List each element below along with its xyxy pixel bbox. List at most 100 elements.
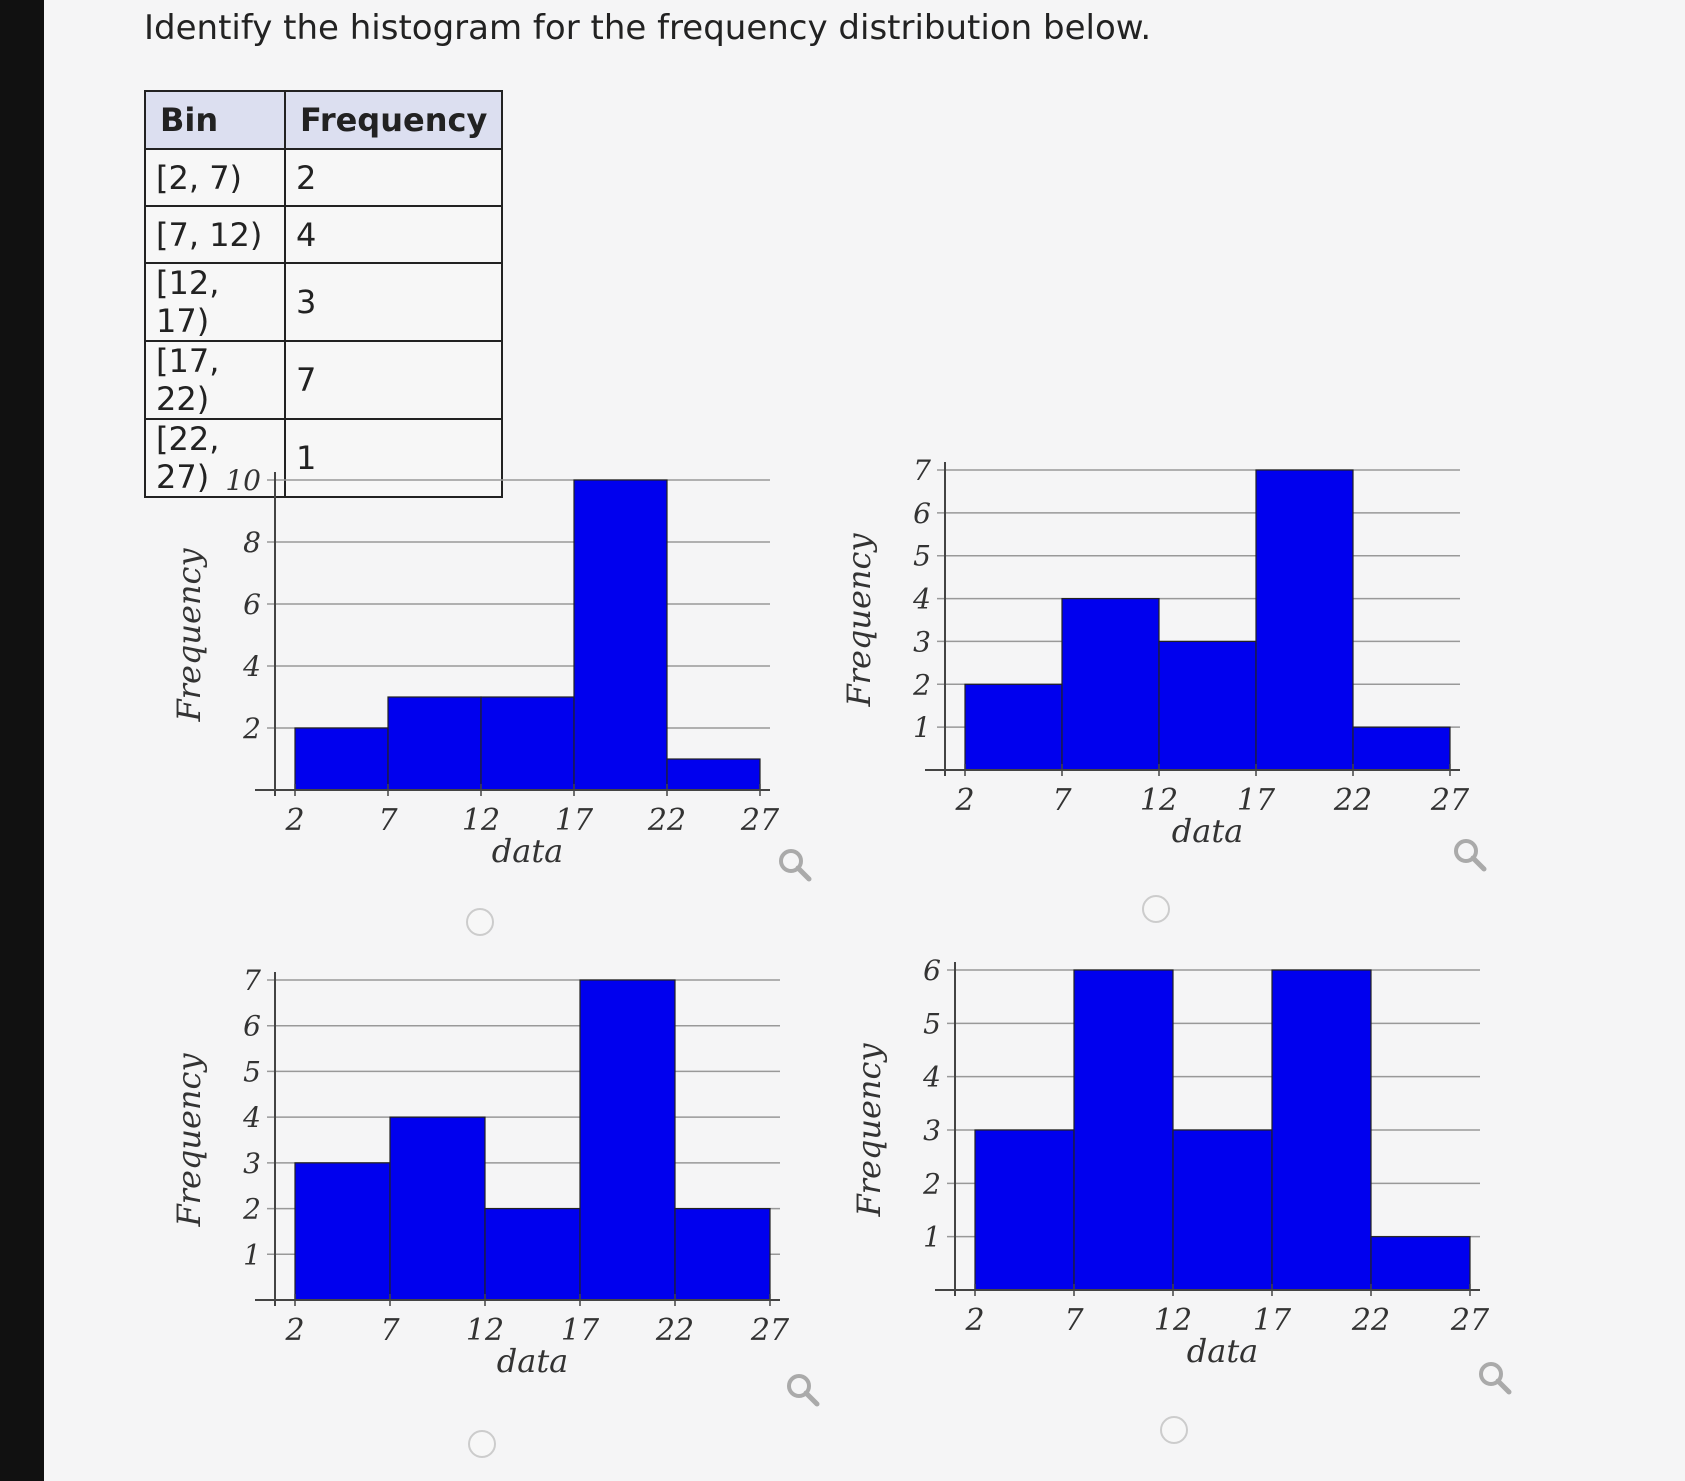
- x-tick-label: 27: [1450, 1303, 1490, 1338]
- histogram-bar: [1255, 469, 1354, 771]
- y-axis-label: Frequency: [170, 548, 208, 723]
- histogram-bar: [964, 683, 1063, 771]
- x-tick-label: 2: [954, 783, 974, 818]
- x-tick-label: 27: [1430, 783, 1470, 818]
- frequency-cell: 1: [283, 418, 504, 498]
- y-tick-label: 4: [922, 1061, 941, 1094]
- table-header-row: Bin Frequency: [144, 90, 504, 150]
- y-tick-label: 4: [912, 583, 931, 616]
- table-row: [7, 12) 4: [144, 205, 504, 264]
- x-tick-label: 7: [1064, 1303, 1084, 1338]
- y-tick-label: 2: [912, 668, 931, 701]
- y-tick-label: 5: [913, 540, 931, 573]
- y-tick-label: 7: [913, 454, 931, 487]
- y-tick-label: 3: [913, 625, 931, 658]
- y-tick-label: 2: [242, 1193, 261, 1226]
- histogram-bar: [974, 1129, 1075, 1291]
- x-tick-label: 22: [655, 1313, 694, 1348]
- bin-cell: [22, 27): [144, 418, 286, 498]
- y-axis-label: Frequency: [840, 533, 878, 708]
- y-tick-label: 5: [923, 1007, 941, 1040]
- frequency-table: Bin Frequency [2, 7) 2 [7, 12) 4 [12, 17…: [144, 90, 504, 498]
- histogram-bar: [1158, 640, 1257, 771]
- x-tick-label: 12: [466, 1313, 504, 1348]
- frequency-cell: 3: [283, 262, 504, 342]
- y-tick-label: 10: [225, 464, 261, 497]
- radio-option-a[interactable]: [466, 908, 494, 936]
- y-tick-label: 6: [923, 954, 941, 987]
- header-bin: Bin: [144, 90, 286, 150]
- x-tick-label: 17: [555, 803, 594, 838]
- x-tick-label: 7: [380, 1313, 400, 1348]
- x-tick-label: 12: [462, 803, 500, 838]
- histogram-option-d: 1 2 3 4 5 6 2 7 12 17 22 27 data Frequency: [840, 940, 1510, 1400]
- x-tick-label: 7: [378, 803, 398, 838]
- y-tick-label: 5: [243, 1055, 261, 1088]
- y-tick-label: 1: [923, 1221, 941, 1254]
- histogram-option-c: 1 2 3 4 5 6 7 2 7 12 17 22 27 data Frequency: [160, 950, 810, 1410]
- x-axis-label: data: [1172, 812, 1244, 850]
- y-tick-label: 8: [243, 526, 261, 559]
- histogram-bar: [294, 727, 389, 791]
- histogram-bar: [484, 1207, 581, 1301]
- x-tick-label: 27: [740, 803, 780, 838]
- histogram-bar: [1172, 1129, 1273, 1291]
- histogram-bar: [1352, 726, 1451, 771]
- histogram-bar: [674, 1207, 771, 1301]
- x-axis-label: data: [1187, 1332, 1259, 1370]
- y-tick-label: 2: [922, 1167, 941, 1200]
- frequency-cell: 2: [283, 148, 504, 207]
- y-axis-label: Frequency: [850, 1043, 888, 1218]
- x-tick-label: 12: [1154, 1303, 1192, 1338]
- y-tick-label: 6: [243, 1010, 261, 1043]
- x-tick-label: 7: [1052, 783, 1072, 818]
- table-row: [17, 22) 7: [144, 340, 504, 420]
- histogram-bar: [294, 1162, 391, 1301]
- table-row: [22, 27) 1: [144, 418, 504, 498]
- histogram-option-b: 1 2 3 4 5 6 7 2 7 12 17 22 27 data Frequency: [830, 440, 1490, 880]
- x-tick-label: 2: [964, 1303, 984, 1338]
- x-tick-label: 2: [284, 1313, 304, 1348]
- radio-option-b[interactable]: [1142, 895, 1170, 923]
- x-tick-label: 17: [1253, 1303, 1292, 1338]
- x-tick-label: 22: [1351, 1303, 1390, 1338]
- histogram-bar: [666, 758, 761, 791]
- y-tick-label: 7: [243, 964, 261, 997]
- bin-cell: [17, 22): [144, 340, 286, 420]
- x-tick-label: 17: [561, 1313, 600, 1348]
- histogram-bar: [480, 696, 575, 791]
- y-tick-label: 6: [243, 588, 261, 621]
- y-tick-label: 3: [923, 1114, 941, 1147]
- bin-cell: [2, 7): [144, 148, 286, 207]
- y-tick-label: 6: [913, 497, 931, 530]
- header-frequency: Frequency: [283, 90, 504, 150]
- histogram-bar: [387, 696, 482, 791]
- zoom-magnifier-icon[interactable]: [1475, 1358, 1515, 1398]
- histogram-bar: [389, 1116, 486, 1301]
- zoom-magnifier-icon[interactable]: [1450, 835, 1490, 875]
- y-tick-label: 4: [242, 650, 261, 683]
- radio-option-c[interactable]: [468, 1430, 496, 1458]
- bin-cell: [12, 17): [144, 262, 286, 342]
- histogram-bar: [573, 479, 668, 791]
- y-tick-label: 2: [242, 712, 261, 745]
- x-tick-label: 12: [1140, 783, 1178, 818]
- y-tick-label: 4: [242, 1101, 261, 1134]
- histogram-bar: [1061, 597, 1160, 771]
- frequency-cell: 7: [283, 340, 504, 420]
- y-tick-label: 3: [243, 1147, 261, 1180]
- histogram-option-a: 2 4 6 8 10 2 7 12 17 22 27 data Frequency: [160, 450, 800, 900]
- histogram-bar: [579, 979, 676, 1301]
- table-row: [12, 17) 3: [144, 262, 504, 342]
- x-tick-label: 22: [1333, 783, 1372, 818]
- zoom-magnifier-icon[interactable]: [775, 845, 815, 885]
- radio-option-d[interactable]: [1160, 1416, 1188, 1444]
- x-axis-label: data: [497, 1342, 569, 1380]
- x-tick-label: 17: [1237, 783, 1276, 818]
- zoom-magnifier-icon[interactable]: [783, 1370, 823, 1410]
- histogram-bar: [1370, 1236, 1471, 1291]
- x-tick-label: 27: [750, 1313, 790, 1348]
